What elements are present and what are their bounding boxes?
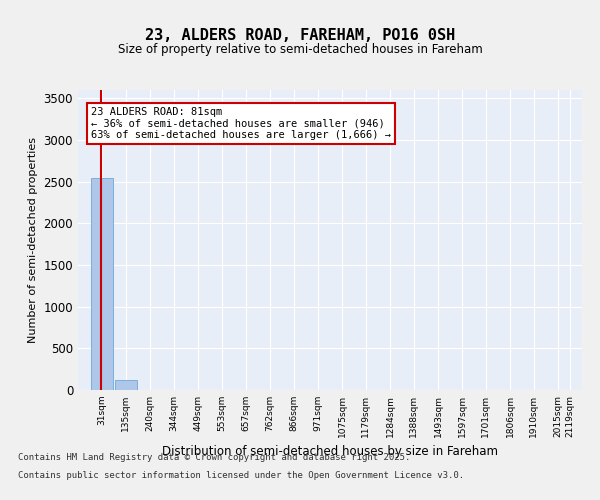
X-axis label: Distribution of semi-detached houses by size in Fareham: Distribution of semi-detached houses by … bbox=[162, 446, 498, 458]
Y-axis label: Number of semi-detached properties: Number of semi-detached properties bbox=[28, 137, 38, 343]
Text: Contains HM Land Registry data © Crown copyright and database right 2025.: Contains HM Land Registry data © Crown c… bbox=[18, 454, 410, 462]
Text: 23 ALDERS ROAD: 81sqm
← 36% of semi-detached houses are smaller (946)
63% of sem: 23 ALDERS ROAD: 81sqm ← 36% of semi-deta… bbox=[91, 106, 391, 140]
Text: Contains public sector information licensed under the Open Government Licence v3: Contains public sector information licen… bbox=[18, 471, 464, 480]
Bar bbox=[91, 178, 113, 390]
Text: 23, ALDERS ROAD, FAREHAM, PO16 0SH: 23, ALDERS ROAD, FAREHAM, PO16 0SH bbox=[145, 28, 455, 42]
Text: Size of property relative to semi-detached houses in Fareham: Size of property relative to semi-detach… bbox=[118, 42, 482, 56]
Bar bbox=[115, 380, 137, 390]
